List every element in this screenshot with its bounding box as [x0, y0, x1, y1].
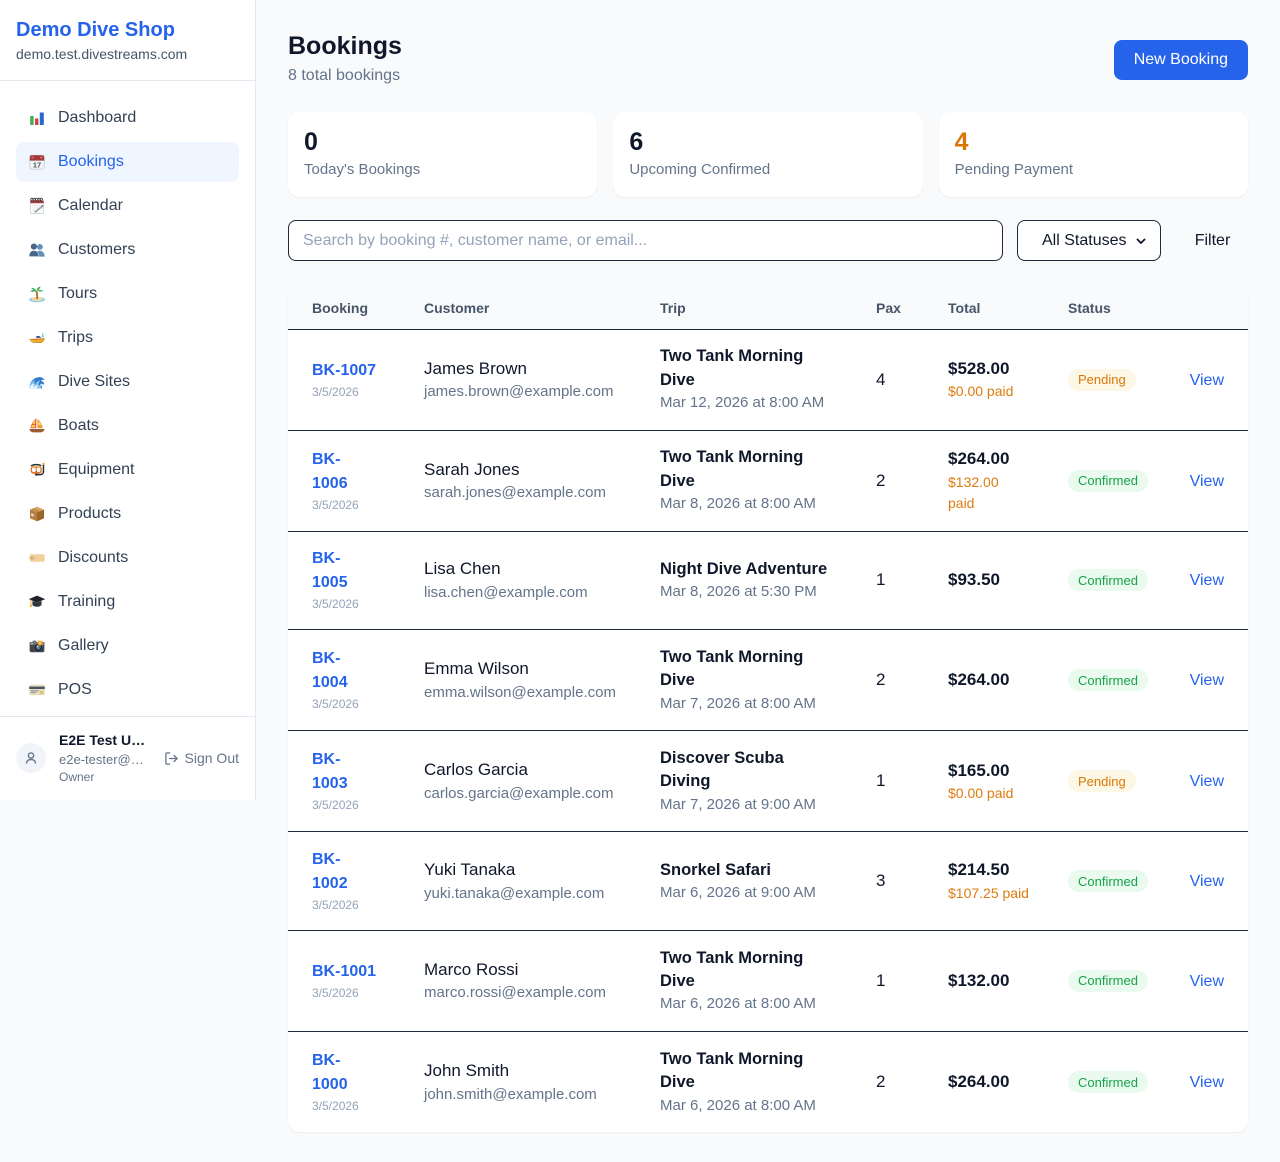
- svg-text:17: 17: [33, 161, 41, 170]
